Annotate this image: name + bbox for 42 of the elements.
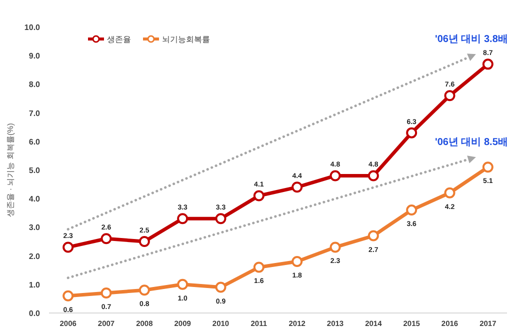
- legend-label: 뇌기능회복률: [162, 35, 210, 44]
- point: [330, 170, 341, 182]
- point: [482, 162, 494, 173]
- y-tick-label: 4.0: [28, 194, 41, 204]
- annotation: '06년 대비 3.8배: [434, 34, 508, 46]
- y-tick-label: 9.0: [28, 52, 41, 61]
- point: [482, 58, 494, 70]
- point: [62, 290, 74, 302]
- point: [253, 190, 264, 202]
- y-tick-label: 6.0: [28, 137, 41, 146]
- legend-생존율: 생존율: [88, 35, 131, 44]
- point: [368, 230, 379, 242]
- y-tick-label: 5.0: [28, 166, 41, 175]
- point: [444, 187, 456, 198]
- y-tick-label: 1.0: [28, 280, 41, 290]
- point: [138, 236, 150, 247]
- y-tick-label: 10.0: [24, 23, 41, 32]
- point: [406, 127, 418, 138]
- point: [62, 242, 74, 253]
- point: [215, 213, 226, 224]
- point: [444, 90, 456, 102]
- y-tick-label: 7.0: [28, 108, 41, 118]
- y-axis-title: 생존율 · 뇌기능 회복률(%): [6, 122, 15, 217]
- point: [215, 282, 226, 293]
- y-tick-label: 2.0: [28, 252, 41, 261]
- point: [292, 256, 303, 268]
- point: [368, 170, 379, 182]
- point: [177, 213, 188, 224]
- legend-label: 생존율: [107, 35, 131, 44]
- legend-뇌기능회복률: 뇌기능회복률: [143, 35, 210, 44]
- annotation: '06년 대비 8.5배: [434, 137, 508, 148]
- point: [253, 262, 264, 273]
- point: [292, 182, 303, 193]
- point: [406, 204, 418, 216]
- y-tick-label: 8.0: [28, 80, 41, 90]
- point: [138, 284, 150, 296]
- point: [100, 287, 112, 298]
- point: [330, 242, 341, 253]
- y-tick-label: 3.0: [28, 223, 41, 232]
- point: [100, 233, 112, 244]
- point: [177, 278, 188, 290]
- y-tick-label: 0.0: [28, 309, 41, 318]
